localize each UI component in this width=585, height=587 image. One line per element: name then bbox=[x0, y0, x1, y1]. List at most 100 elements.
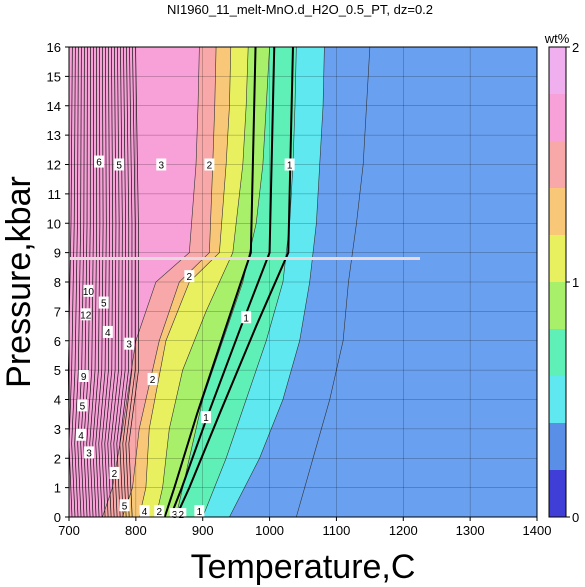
svg-text:1: 1 bbox=[287, 161, 293, 172]
contour-label-2: 1 bbox=[201, 411, 212, 424]
contour-label-7: 2 bbox=[109, 466, 120, 480]
contour-label-23: 4 bbox=[139, 505, 150, 518]
svg-text:4: 4 bbox=[142, 507, 148, 518]
svg-text:3: 3 bbox=[126, 340, 132, 351]
x-tick-label-2: 900 bbox=[192, 523, 214, 538]
y-tick-label-9: 9 bbox=[54, 246, 61, 261]
y-tick-label-16: 16 bbox=[47, 40, 61, 55]
y-tick-label-10: 10 bbox=[47, 216, 61, 231]
svg-text:2: 2 bbox=[179, 510, 185, 521]
colorbar-segment-4 bbox=[549, 282, 566, 329]
colorbar-segment-9 bbox=[549, 47, 566, 94]
contour-label-19: 9 bbox=[78, 370, 89, 383]
contour-lines bbox=[67, 46, 420, 518]
contour-label-4: 2 bbox=[204, 158, 215, 172]
x-tick-label-4: 1100 bbox=[322, 523, 350, 538]
contour-label-22: 5 bbox=[119, 499, 130, 512]
svg-text:1: 1 bbox=[243, 313, 249, 324]
svg-text:5: 5 bbox=[122, 501, 128, 512]
x-tick-label-7: 1400 bbox=[523, 523, 552, 538]
y-tick-label-14: 14 bbox=[47, 99, 61, 114]
y-tick-label-8: 8 bbox=[54, 275, 61, 290]
colorbar-segment-7 bbox=[549, 141, 566, 188]
contour-label-10: 3 bbox=[84, 446, 95, 459]
contour-line-2 bbox=[71, 46, 79, 518]
colorbar-segment-0 bbox=[549, 470, 566, 517]
contour-line-11 bbox=[98, 46, 107, 518]
svg-text:2: 2 bbox=[112, 469, 118, 480]
svg-text:4: 4 bbox=[105, 328, 111, 339]
chart-title: NI1960_11_melt-MnO.d_H2O_0.5_PT, dz=0.2 bbox=[167, 2, 433, 17]
contour-line-20 bbox=[125, 46, 136, 518]
colorbar-segment-3 bbox=[549, 329, 566, 376]
svg-text:2: 2 bbox=[187, 272, 193, 283]
colorbar-segment-5 bbox=[549, 235, 566, 282]
contour-line-18 bbox=[119, 46, 130, 518]
svg-text:9: 9 bbox=[81, 372, 87, 383]
colorbar-tick-label-0: 0 bbox=[572, 510, 579, 525]
contour-label-16: 5 bbox=[98, 296, 109, 310]
y-tick-label-15: 15 bbox=[47, 69, 61, 84]
y-tick-label-11: 11 bbox=[48, 187, 62, 202]
contour-label-0: 1 bbox=[284, 158, 295, 172]
svg-text:10: 10 bbox=[83, 287, 95, 298]
y-tick-label-0: 0 bbox=[54, 510, 61, 525]
contour-label-9: 3 bbox=[124, 337, 135, 351]
colorbar-segment-1 bbox=[549, 423, 566, 470]
contour-line-19 bbox=[122, 46, 133, 518]
svg-text:2: 2 bbox=[150, 375, 156, 386]
svg-text:1: 1 bbox=[203, 413, 209, 424]
colorbar-tick-label-2: 2 bbox=[572, 40, 579, 55]
y-tick-label-5: 5 bbox=[54, 363, 61, 378]
contour-line-3 bbox=[74, 46, 82, 518]
major-contour-2 bbox=[163, 46, 257, 518]
svg-text:2: 2 bbox=[156, 507, 162, 518]
major-contour-0 bbox=[175, 46, 294, 518]
contour-label-20: 5 bbox=[77, 399, 88, 412]
svg-text:3: 3 bbox=[158, 161, 164, 172]
y-tick-label-2: 2 bbox=[54, 451, 61, 466]
y-axis-title: Pressure,kbar bbox=[0, 176, 38, 388]
x-axis-title: Temperature,C bbox=[191, 548, 416, 586]
svg-text:2: 2 bbox=[207, 161, 213, 172]
contour-label-6: 2 bbox=[147, 372, 158, 386]
contour-line-1 bbox=[68, 46, 76, 518]
contour-label-24: 2 bbox=[154, 505, 165, 518]
svg-text:3: 3 bbox=[172, 510, 178, 521]
y-tick-label-1: 1 bbox=[54, 481, 61, 496]
svg-text:1: 1 bbox=[197, 507, 203, 518]
colorbar-segment-8 bbox=[549, 94, 566, 141]
svg-text:6: 6 bbox=[96, 158, 102, 169]
contour-label-5: 2 bbox=[184, 270, 195, 283]
colorbar-segment-6 bbox=[549, 188, 566, 235]
major-contour-1 bbox=[169, 46, 276, 518]
contour-label-11: 3 bbox=[169, 508, 180, 521]
contour-label-1: 1 bbox=[241, 311, 252, 324]
axes: 700 800 900 1000 1100 1200 1300 140001234567891… bbox=[47, 40, 552, 538]
colorbar-tick-label-1: 1 bbox=[572, 275, 579, 290]
contour-label-14: 4 bbox=[76, 428, 87, 442]
y-tick-label-13: 13 bbox=[47, 128, 61, 143]
contour-label-15: 5 bbox=[114, 158, 125, 172]
y-tick-label-7: 7 bbox=[54, 304, 61, 319]
colorbar: 0 1 2 bbox=[548, 40, 579, 525]
svg-text:5: 5 bbox=[80, 401, 86, 412]
x-tick-label-5: 1200 bbox=[389, 523, 418, 538]
svg-text:4: 4 bbox=[78, 431, 84, 442]
svg-text:3: 3 bbox=[86, 448, 92, 459]
contour-label-18: 10 bbox=[83, 284, 95, 298]
contour-line-13 bbox=[104, 46, 114, 518]
x-tick-label-3: 1000 bbox=[255, 523, 284, 538]
svg-text:12: 12 bbox=[80, 310, 92, 321]
x-tick-label-6: 1300 bbox=[456, 523, 485, 538]
x-tick-label-1: 800 bbox=[125, 523, 147, 538]
y-tick-label-12: 12 bbox=[47, 158, 61, 173]
svg-text:5: 5 bbox=[101, 299, 107, 310]
contour-label-12: 2 bbox=[176, 508, 187, 521]
contour-line-7 bbox=[86, 46, 94, 518]
contour-label-13: 4 bbox=[102, 325, 113, 339]
contour-line-21 bbox=[128, 46, 139, 518]
y-tick-label-3: 3 bbox=[54, 422, 61, 437]
